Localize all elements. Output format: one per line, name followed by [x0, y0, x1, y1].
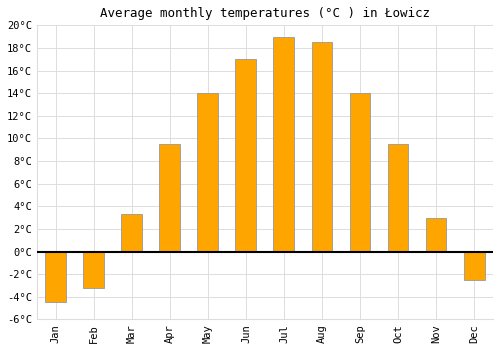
- Bar: [46, 252, 66, 302]
- Bar: [84, 252, 104, 288]
- Bar: [122, 214, 142, 252]
- Bar: [236, 59, 256, 252]
- Bar: [274, 37, 294, 252]
- Bar: [388, 144, 408, 252]
- Bar: [464, 252, 484, 280]
- Bar: [312, 42, 332, 252]
- Bar: [426, 218, 446, 252]
- Bar: [198, 93, 218, 252]
- Bar: [160, 144, 180, 252]
- Title: Average monthly temperatures (°C ) in Łowicz: Average monthly temperatures (°C ) in Ło…: [100, 7, 430, 20]
- Bar: [350, 93, 370, 252]
